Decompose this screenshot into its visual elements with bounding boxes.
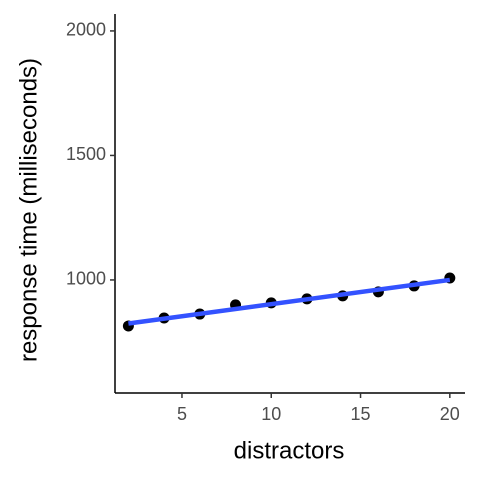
x-tick-label: 15 bbox=[351, 404, 371, 424]
x-tick-label: 20 bbox=[440, 404, 460, 424]
x-tick-label: 10 bbox=[261, 404, 281, 424]
y-tick-label: 1500 bbox=[66, 144, 106, 164]
x-tick-label: 5 bbox=[177, 404, 187, 424]
x-axis-title: distractors bbox=[234, 437, 345, 464]
y-axis-title: response time (milliseconds) bbox=[15, 58, 42, 362]
y-tick-label: 2000 bbox=[66, 20, 106, 40]
y-tick-label: 1000 bbox=[66, 269, 106, 289]
fit-line bbox=[128, 277, 451, 326]
